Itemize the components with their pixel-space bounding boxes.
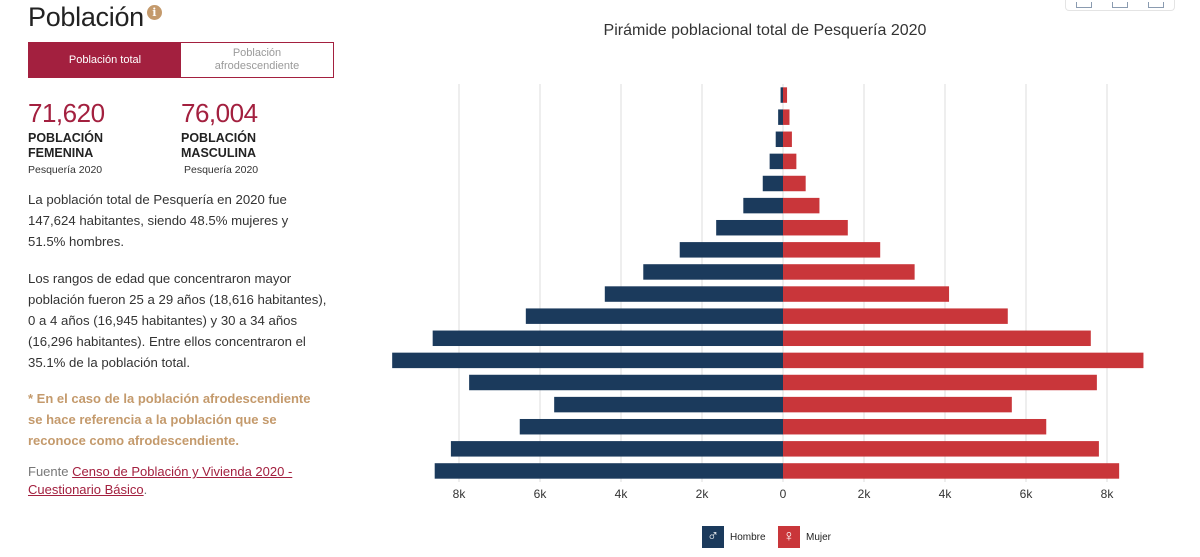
bar-mujer[interactable]	[783, 264, 915, 280]
bar-mujer[interactable]	[783, 242, 881, 258]
x-tick-label: 0	[780, 487, 787, 501]
male-symbol-icon: ♂	[702, 526, 724, 548]
tab-poblacion-afrodescendiente[interactable]: Población afrodescendiente	[181, 43, 333, 77]
label-line: FEMENINA	[28, 146, 94, 160]
bar-hombre[interactable]	[778, 109, 783, 125]
population-tabs: Población total Población afrodescendien…	[28, 42, 334, 78]
x-tick-label: 4k	[615, 487, 629, 501]
bar-mujer[interactable]	[783, 109, 790, 125]
bar-hombre[interactable]	[469, 374, 783, 391]
bar-mujer[interactable]	[783, 330, 1091, 347]
legend-female[interactable]: ♀ Mujer	[778, 526, 831, 548]
x-tick-label: 6k	[1020, 487, 1034, 501]
tab-poblacion-total[interactable]: Población total	[29, 43, 181, 77]
female-population-label: POBLACIÓN FEMENINA	[28, 131, 105, 161]
female-population-value: 71,620	[28, 98, 105, 128]
bar-hombre[interactable]	[775, 131, 783, 148]
bar-mujer[interactable]	[783, 374, 1097, 391]
afro-note: * En el caso de la población afrodescend…	[28, 391, 311, 448]
chart-title: Pirámide poblacional total de Pesquería …	[603, 22, 927, 39]
label-line: POBLACIÓN	[28, 131, 103, 145]
bar-hombre[interactable]	[392, 352, 783, 369]
info-icon[interactable]: i	[146, 5, 162, 20]
x-tick-label: 8k	[453, 487, 467, 501]
bar-hombre[interactable]	[434, 463, 783, 479]
legend-male[interactable]: ♂ Hombre	[702, 526, 766, 548]
x-tick-label: 2k	[858, 487, 872, 501]
page-title: Población	[28, 2, 144, 32]
bar-hombre[interactable]	[780, 87, 783, 103]
bar-mujer[interactable]	[783, 396, 1012, 413]
bar-hombre[interactable]	[450, 441, 783, 457]
bar-hombre[interactable]	[525, 308, 783, 324]
bar-mujer[interactable]	[783, 175, 806, 192]
label-line: POBLACIÓN	[181, 131, 256, 145]
legend-female-label: Mujer	[806, 531, 832, 543]
bar-mujer[interactable]	[783, 87, 788, 103]
bar-hombre[interactable]	[716, 219, 783, 236]
summary-paragraph: La población total de Pesquería en 2020 …	[28, 192, 289, 249]
female-population-sub: Pesquería 2020	[28, 164, 103, 176]
bar-mujer[interactable]	[783, 352, 1144, 369]
bar-hombre[interactable]	[762, 175, 783, 192]
page-header: Población i	[28, 2, 162, 33]
bar-hombre[interactable]	[643, 264, 783, 280]
tab-label: Población afrodescendiente	[214, 47, 300, 72]
x-tick-label: 8k	[1101, 487, 1115, 501]
population-pyramid-chart: 8k 6k 4k 2k 0 2k 4k 6k 8k	[392, 84, 1144, 501]
age-ranges-paragraph: Los rangos de edad que concentraron mayo…	[28, 271, 327, 370]
chart-view-icon[interactable]	[1112, 2, 1128, 8]
stat-male: 76,004 POBLACIÓN MASCULINA Pesquería 202…	[181, 98, 258, 176]
male-population-value: 76,004	[181, 98, 258, 128]
source-link[interactable]: Censo de Población y Vivienda 2020 - Cue…	[28, 464, 293, 497]
male-population-label: POBLACIÓN MASCULINA	[181, 131, 258, 161]
x-tick-label: 4k	[939, 487, 953, 501]
table-view-icon[interactable]	[1076, 2, 1092, 8]
bar-mujer[interactable]	[783, 197, 820, 214]
chart-toolbar	[1065, 0, 1175, 11]
x-tick-label: 6k	[534, 487, 548, 501]
bar-hombre[interactable]	[679, 242, 783, 258]
bar-mujer[interactable]	[783, 131, 792, 148]
source-text: Fuente Censo de Población y Vivienda 202…	[28, 463, 328, 499]
stat-female: 71,620 POBLACIÓN FEMENINA Pesquería 2020	[28, 98, 105, 176]
bar-mujer[interactable]	[783, 418, 1047, 435]
bar-hombre[interactable]	[743, 197, 783, 214]
source-suffix: .	[143, 482, 148, 497]
bar-mujer[interactable]	[783, 441, 1099, 457]
bar-mujer[interactable]	[783, 308, 1008, 324]
x-tick-label: 2k	[696, 487, 710, 501]
bar-hombre[interactable]	[432, 330, 783, 347]
legend-male-label: Hombre	[730, 531, 766, 543]
female-symbol-icon: ♀	[778, 526, 800, 548]
label-line: MASCULINA	[181, 146, 256, 160]
bar-mujer[interactable]	[783, 463, 1120, 479]
bar-mujer[interactable]	[783, 153, 797, 170]
bar-hombre[interactable]	[769, 153, 783, 170]
download-icon[interactable]	[1148, 2, 1164, 8]
male-population-sub: Pesquería 2020	[184, 164, 259, 176]
bar-hombre[interactable]	[554, 396, 783, 413]
bar-mujer[interactable]	[783, 286, 950, 302]
bar-hombre[interactable]	[519, 418, 783, 435]
bar-hombre[interactable]	[604, 286, 783, 302]
source-prefix: Fuente	[28, 464, 73, 479]
bar-mujer[interactable]	[783, 219, 848, 236]
